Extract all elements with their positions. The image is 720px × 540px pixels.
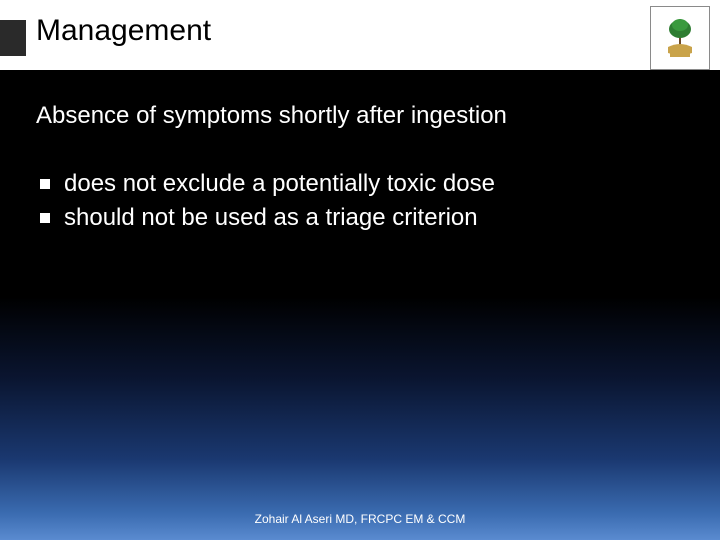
university-crest-icon xyxy=(650,6,710,70)
list-item: does not exclude a potentially toxic dos… xyxy=(36,168,495,200)
page-title: Management xyxy=(36,14,211,48)
accent-seg xyxy=(0,47,26,56)
slide: Management Absence of symptoms shortly a… xyxy=(0,0,720,540)
bullet-list: does not exclude a potentially toxic dos… xyxy=(36,168,495,237)
list-item: should not be used as a triage criterion xyxy=(36,202,495,234)
subtitle-text: Absence of symptoms shortly after ingest… xyxy=(36,102,507,130)
accent-seg xyxy=(0,29,26,38)
accent-seg xyxy=(0,20,26,29)
accent-bar xyxy=(0,20,26,56)
accent-seg xyxy=(0,38,26,47)
footer-text: Zohair Al Aseri MD, FRCPC EM & CCM xyxy=(0,512,720,526)
